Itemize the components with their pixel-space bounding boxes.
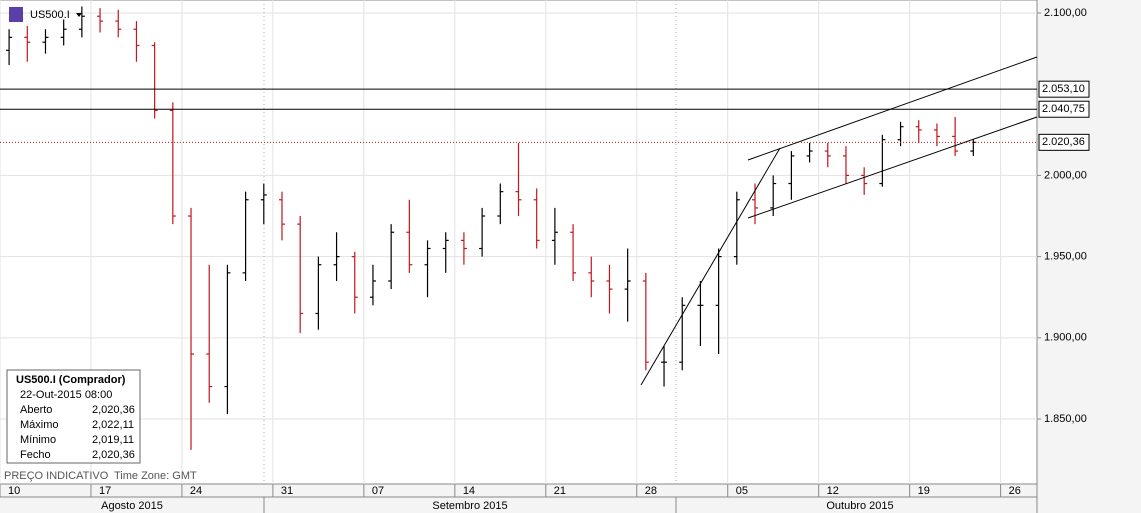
x-tick-label: 17 bbox=[99, 485, 111, 497]
symbol[interactable]: US500.I bbox=[30, 9, 70, 21]
trend-line bbox=[747, 56, 1038, 161]
x-tick-label: 28 bbox=[645, 485, 657, 497]
month-label: Agosto 2015 bbox=[101, 500, 163, 512]
month-label: Setembro 2015 bbox=[432, 500, 507, 512]
x-tick-label: 10 bbox=[8, 485, 20, 497]
info-key: Mínimo bbox=[20, 434, 56, 446]
plot-area bbox=[0, 0, 1038, 485]
info-rows: Aberto 2,020,36 Máximo 2,022,11 Mínimo 2,019,… bbox=[20, 404, 135, 461]
price-label: 2.040,75 bbox=[1042, 103, 1085, 115]
trend-line bbox=[640, 147, 781, 386]
grid bbox=[0, 0, 1037, 484]
y-tick-label: 1.950,00 bbox=[1044, 251, 1087, 263]
info-key: Máximo bbox=[20, 419, 59, 431]
footer-note: PREÇO INDICATIVO bbox=[4, 470, 109, 482]
info-title: US500.I (Comprador) bbox=[16, 374, 126, 386]
y-tick-label: 1.850,00 bbox=[1044, 413, 1087, 425]
symbol-icon[interactable] bbox=[9, 7, 23, 22]
x-tick-label: 21 bbox=[554, 485, 566, 497]
x-tick-label: 05 bbox=[736, 485, 748, 497]
info-key: Aberto bbox=[20, 404, 52, 416]
x-tick-label: 19 bbox=[918, 485, 930, 497]
price-label-box bbox=[1038, 133, 1090, 151]
x-tick-label: 12 bbox=[827, 485, 839, 497]
info-value: 2,022,11 bbox=[92, 419, 134, 431]
y-tick-label: 2.100,00 bbox=[1044, 7, 1087, 19]
info-value: 2,020,36 bbox=[92, 404, 135, 416]
x-tick-label: 14 bbox=[463, 485, 475, 497]
y-tick-label: 2.000,00 bbox=[1044, 169, 1087, 181]
dropdown-arrow[interactable] bbox=[76, 13, 82, 17]
trend-line bbox=[747, 116, 1038, 219]
info-value: 2,019,11 bbox=[92, 434, 134, 446]
info-value: 2,020,36 bbox=[92, 449, 135, 461]
info-datetime: 22-Out-2015 08:00 bbox=[20, 389, 112, 401]
x-tick-label: 26 bbox=[1009, 485, 1021, 497]
y-tick-label: 1.900,00 bbox=[1044, 332, 1087, 344]
price-label-box bbox=[1038, 100, 1090, 118]
price-label: 2.020,36 bbox=[1042, 136, 1085, 148]
x-tick-label: 24 bbox=[190, 485, 202, 497]
info-box bbox=[6, 369, 141, 464]
timezone-note: Time Zone: GMT bbox=[114, 470, 197, 482]
x-tick-label: 07 bbox=[372, 485, 384, 497]
price-label: 2.053,10 bbox=[1042, 83, 1085, 95]
info-key: Fecho bbox=[20, 449, 51, 461]
bars bbox=[6, 6, 977, 450]
x-tick-label: 31 bbox=[281, 485, 293, 497]
price-label-box bbox=[1038, 80, 1090, 98]
month-label: Outubro 2015 bbox=[826, 500, 893, 512]
